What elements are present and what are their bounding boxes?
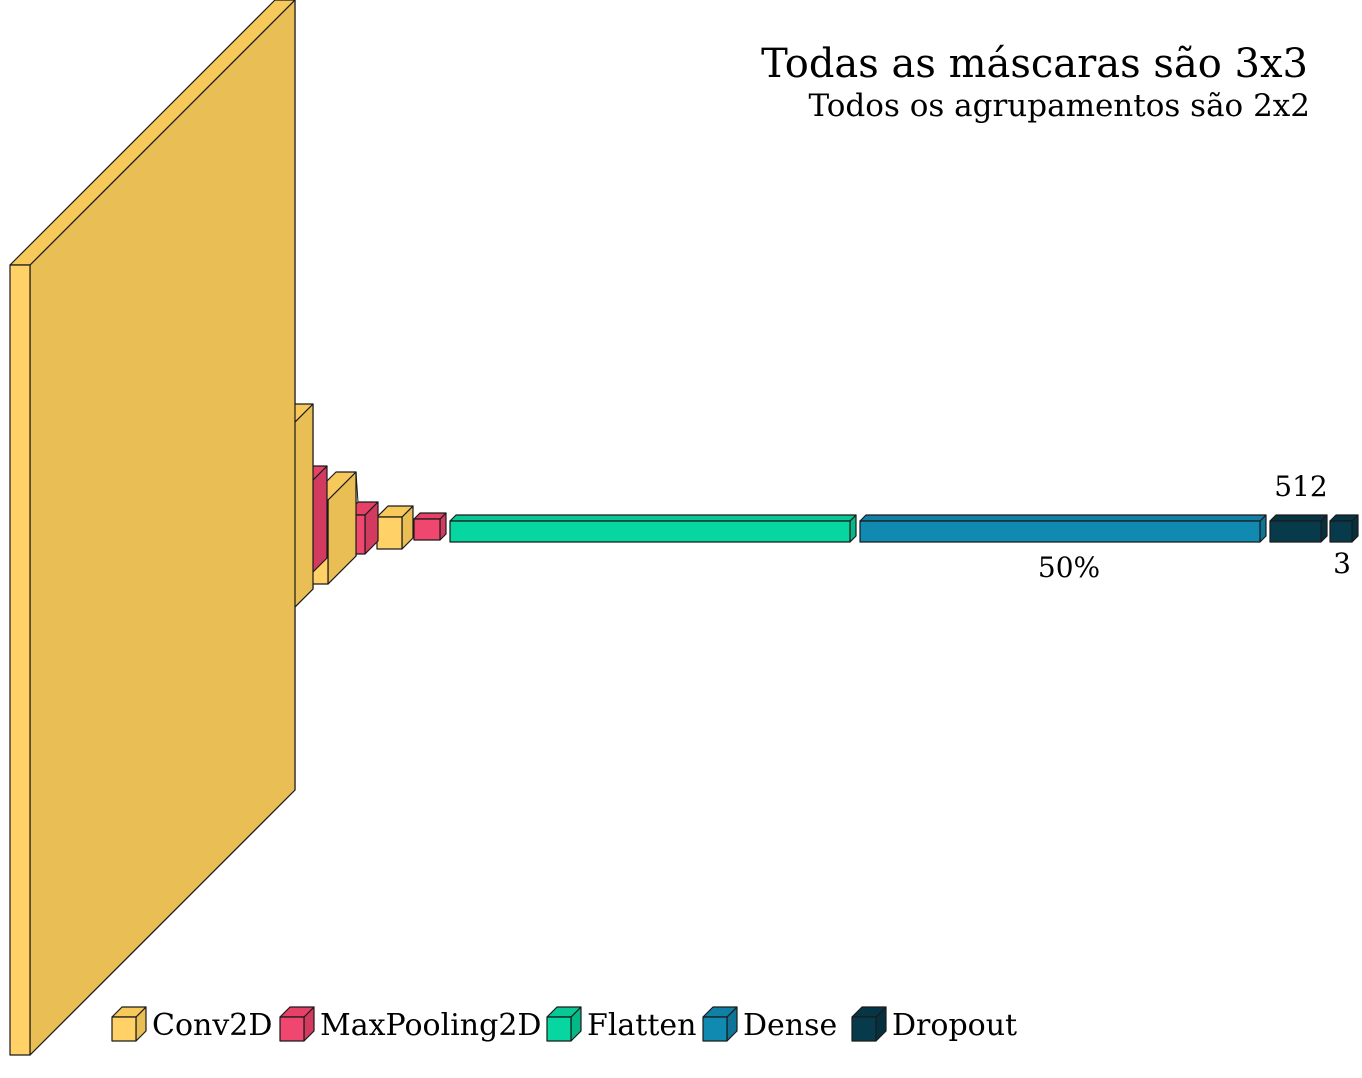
- cube-icon: [111, 1006, 147, 1042]
- block-front-face: [859, 520, 1261, 543]
- cube-front: [279, 1016, 305, 1042]
- legend-label: Dense: [743, 1008, 837, 1043]
- conv2d-layer-block: [9, 0, 296, 1056]
- block-top-face: [1269, 514, 1328, 522]
- conv2d-layer-block: [376, 505, 414, 550]
- dense-layer-block: [859, 514, 1267, 543]
- block-front-face: [1269, 520, 1322, 543]
- cube-front: [546, 1016, 572, 1042]
- block-front-face: [376, 516, 403, 550]
- block-front-face: [413, 518, 441, 541]
- legend-item-conv2d: Conv2D: [111, 1006, 272, 1043]
- cube-icon: [279, 1006, 315, 1042]
- diagram-subtitle: Todos os agrupamentos são 2x2: [809, 88, 1311, 124]
- cube-icon: [851, 1006, 887, 1042]
- legend-label: Conv2D: [152, 1008, 272, 1043]
- dense-units-label: 512: [1274, 470, 1327, 503]
- legend-item-dropout: Dropout: [851, 1006, 1017, 1043]
- cube-front: [111, 1016, 137, 1042]
- cube-icon: [702, 1006, 738, 1042]
- block-front-face: [449, 520, 851, 543]
- legend-item-maxpooling2d: MaxPooling2D: [279, 1006, 541, 1043]
- block-front-face: [9, 264, 31, 1056]
- block-top-face: [859, 514, 1267, 522]
- output-units-label: 3: [1333, 547, 1351, 580]
- legend-label: MaxPooling2D: [320, 1008, 541, 1043]
- legend: Conv2D MaxPooling2D Flatten Dense Dropout: [111, 1006, 1017, 1043]
- layer-blocks: [9, 0, 1359, 1056]
- legend-label: Dropout: [892, 1008, 1017, 1043]
- dropout-layer-block: [1329, 514, 1359, 543]
- legend-item-dense: Dense: [702, 1006, 837, 1043]
- diagram-title: Todas as máscaras são 3x3: [761, 41, 1308, 87]
- cube-icon: [546, 1006, 582, 1042]
- legend-label: Flatten: [587, 1008, 696, 1043]
- legend-item-flatten: Flatten: [546, 1006, 696, 1043]
- maxpooling2d-layer-block: [413, 512, 447, 541]
- block-front-face: [1329, 520, 1353, 543]
- dropout-layer-block: [1269, 514, 1328, 543]
- flatten-layer-block: [449, 514, 857, 543]
- cube-front: [702, 1016, 728, 1042]
- block-top-face: [413, 512, 447, 520]
- dropout-rate-label: 50%: [1038, 551, 1100, 584]
- block-side-face: [29, 0, 296, 1056]
- block-top-face: [449, 514, 857, 522]
- cube-front: [851, 1016, 877, 1042]
